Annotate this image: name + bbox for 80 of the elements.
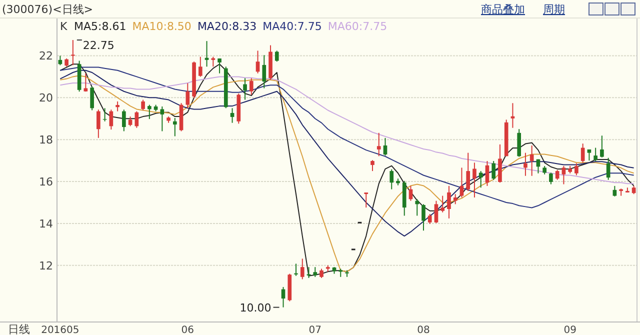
candlestick	[466, 152, 470, 192]
candlestick	[141, 99, 145, 111]
candlestick	[186, 82, 190, 109]
candlestick	[580, 143, 585, 164]
annotation: 22.75	[82, 39, 114, 52]
candlestick	[256, 50, 260, 74]
candlestick	[492, 160, 496, 180]
y-tick-label: 22	[39, 50, 53, 63]
y-tick-label: 20	[39, 92, 53, 105]
candlestick	[370, 160, 374, 172]
candlestick	[555, 170, 560, 180]
candlestick	[472, 162, 476, 198]
candlestick	[128, 116, 132, 127]
candlestick	[574, 162, 578, 176]
candlestick	[198, 56, 202, 78]
candlestick	[122, 109, 126, 132]
candlestick	[294, 263, 298, 276]
candlestick	[230, 108, 234, 124]
text: 周期	[543, 3, 565, 16]
candlestick	[300, 258, 304, 280]
candlestick	[390, 168, 394, 190]
x-axis-title: 日线	[8, 323, 30, 335]
candlestick	[594, 147, 598, 162]
text: MA10:8.50	[132, 20, 192, 33]
x-tick-label: 08	[417, 325, 430, 335]
candlestick	[148, 104, 152, 120]
candlestick	[173, 118, 177, 137]
text: 商品叠加	[481, 3, 525, 16]
candlestick	[447, 185, 451, 219]
candlestick	[376, 132, 381, 157]
candlestick	[363, 192, 369, 208]
candlestick	[90, 86, 94, 111]
candlestick	[218, 58, 222, 74]
text: MA40:7.75	[262, 20, 322, 33]
candlestick	[453, 194, 458, 205]
candlestick	[549, 172, 553, 185]
legend-title: K	[60, 20, 68, 33]
candlestick	[478, 170, 483, 188]
x-tick-label: 07	[308, 325, 322, 335]
candlestick	[160, 106, 164, 132]
text: MA60:7.75	[328, 20, 388, 33]
candlestick	[530, 144, 534, 176]
candlestick	[320, 268, 324, 278]
candlestick	[524, 152, 528, 176]
candlestick	[612, 185, 617, 197]
candlestick	[313, 266, 318, 278]
candlestick	[274, 50, 279, 62]
x-tick-label: 06	[181, 325, 194, 335]
candlestick	[517, 128, 521, 158]
candlestick	[440, 195, 445, 213]
candlestick	[498, 144, 502, 184]
candlestick	[211, 56, 216, 68]
y-tick-label: 18	[39, 134, 53, 147]
candlestick	[428, 214, 432, 224]
y-tick-label: 12	[39, 259, 53, 272]
candlestick	[606, 157, 610, 180]
x-tick-label: 201605	[41, 325, 80, 335]
candlestick	[485, 160, 490, 186]
x-tick-label: 09	[564, 325, 576, 335]
candlestick	[84, 72, 88, 92]
candlestick	[383, 137, 388, 156]
candlestick	[306, 266, 311, 278]
candlestick	[460, 167, 464, 198]
candlestick	[71, 40, 75, 66]
candlestick	[116, 100, 120, 112]
candlestick	[243, 78, 247, 100]
y-tick-label: 16	[39, 176, 53, 189]
candlestick	[422, 204, 426, 232]
candlestick	[249, 78, 254, 96]
candlestick	[96, 109, 100, 138]
candlestick	[415, 198, 420, 216]
candlestick	[562, 166, 566, 185]
text: MA5:8.61	[74, 20, 126, 33]
annotation: 10.00	[240, 301, 272, 314]
chart-title: (300076)<日线>	[2, 3, 94, 16]
candlestick	[262, 54, 266, 89]
candlestick	[600, 135, 604, 158]
candlestick	[434, 200, 438, 224]
y-tick-label: 14	[39, 217, 53, 230]
text: MA20:8.33	[197, 20, 257, 33]
